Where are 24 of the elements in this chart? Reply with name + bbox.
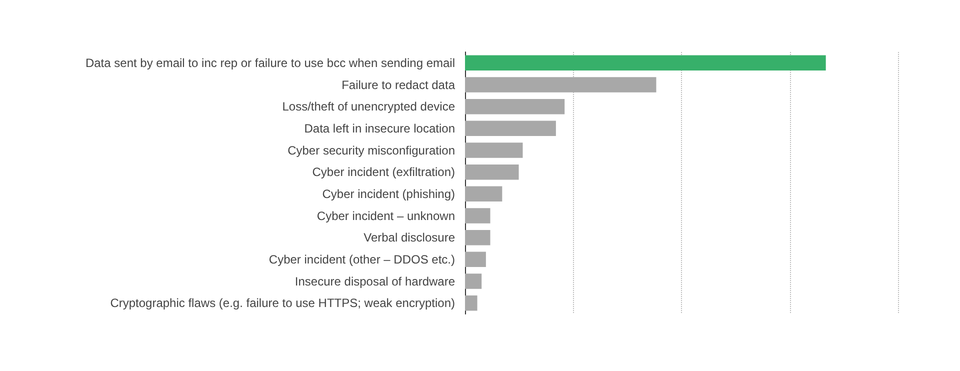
y-tick-label: Cyber incident – unknown — [316, 208, 455, 223]
bar — [465, 274, 482, 289]
bar — [465, 208, 490, 224]
bar — [465, 230, 490, 246]
y-tick-label: Failure to redact data — [342, 78, 456, 92]
bar — [465, 142, 523, 158]
y-tick-label: Cyber incident (other – DDOS etc.) — [268, 252, 455, 266]
bar — [465, 295, 478, 311]
bar — [465, 186, 502, 202]
y-tick-label: Cyber incident (exfiltration) — [312, 165, 455, 180]
bar — [465, 252, 486, 268]
y-tick-label: Cyber incident (phishing) — [322, 186, 455, 201]
y-tick-label: Loss/theft of unencrypted device — [282, 100, 456, 114]
y-tick-label: Insecure disposal of hardware — [294, 274, 456, 288]
y-tick-label: Cryptographic flaws (e.g. failure to use HTTPS; weak encryption) — [110, 296, 455, 310]
y-tick-label: Cyber security misconfiguration — [288, 143, 455, 158]
bar — [465, 164, 519, 180]
y-tick-label: Data left in insecure location — [304, 121, 455, 136]
bar — [465, 120, 556, 136]
y-tick-label: Verbal disclosure — [364, 230, 456, 245]
bar — [465, 77, 656, 92]
y-tick-label: Data sent by email to inc rep or failure to use bcc when sending email — [85, 56, 455, 70]
bar — [465, 98, 565, 114]
bar — [465, 55, 826, 71]
